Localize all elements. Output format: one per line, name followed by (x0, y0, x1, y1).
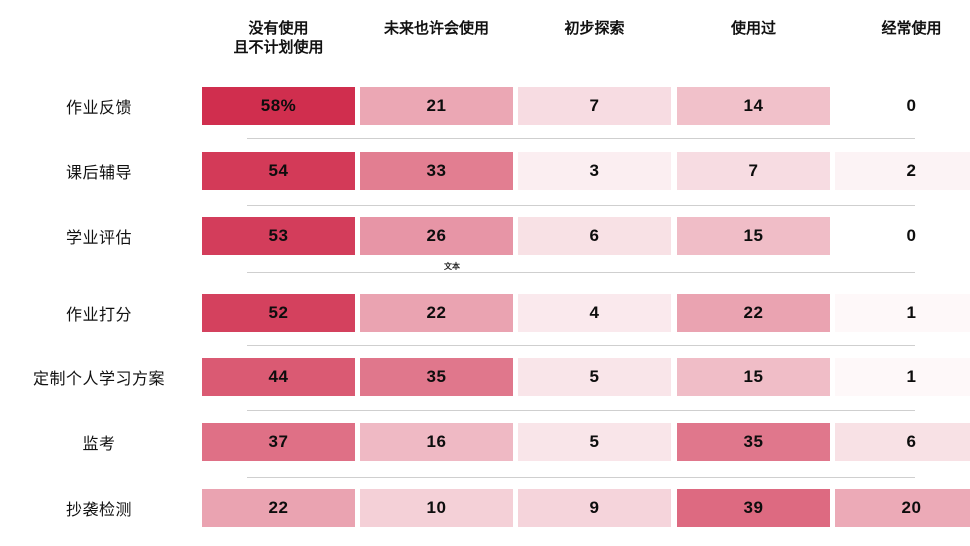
divider-annotation: 文本 (444, 262, 460, 271)
heatmap-cell: 21 (360, 87, 513, 125)
column-header-have-used: 使用过 (730, 20, 776, 37)
row-label: 学业评估 (65, 230, 132, 247)
column-header-frequent-use: 经常使用 (881, 20, 942, 37)
row-divider (247, 345, 915, 346)
row-label: 作业反馈 (65, 100, 132, 117)
heatmap-cell: 54 (202, 152, 355, 190)
row-label: 作业打分 (65, 307, 132, 324)
heatmap-cell: 10 (360, 489, 513, 527)
heatmap-cell: 0 (835, 87, 970, 125)
heatmap-cell: 53 (202, 217, 355, 255)
heatmap-cell: 20 (835, 489, 970, 527)
heatmap-cell: 7 (677, 152, 830, 190)
row-label: 抄袭检测 (65, 502, 132, 519)
row-divider (247, 477, 915, 478)
heatmap-cell: 15 (677, 217, 830, 255)
heatmap-cell: 14 (677, 87, 830, 125)
heatmap-cell: 39 (677, 489, 830, 527)
heatmap-cell: 58% (202, 87, 355, 125)
heatmap-cell: 52 (202, 294, 355, 332)
heatmap-cell: 22 (360, 294, 513, 332)
column-header-never-use: 没有使用 且不计划使用 (233, 20, 324, 56)
heatmap-cell: 6 (835, 423, 970, 461)
column-header-maybe-future: 未来也许会使用 (383, 20, 489, 37)
heatmap-cell: 22 (202, 489, 355, 527)
row-label: 课后辅导 (65, 165, 132, 182)
column-header-initial-exploration: 初步探索 (564, 20, 625, 37)
heatmap-cell: 7 (518, 87, 671, 125)
heatmap-cell: 26 (360, 217, 513, 255)
row-label: 监考 (82, 436, 116, 453)
heatmap-cell: 44 (202, 358, 355, 396)
heatmap-cell: 6 (518, 217, 671, 255)
heatmap-cell: 2 (835, 152, 970, 190)
heatmap-cell: 35 (677, 423, 830, 461)
heatmap-cell: 5 (518, 358, 671, 396)
row-divider (247, 205, 915, 206)
heatmap-cell: 9 (518, 489, 671, 527)
heatmap-cell: 37 (202, 423, 355, 461)
row-label: 定制个人学习方案 (32, 371, 165, 388)
heatmap-cell: 16 (360, 423, 513, 461)
heatmap-cell: 35 (360, 358, 513, 396)
heatmap-cell: 15 (677, 358, 830, 396)
row-divider (247, 272, 915, 273)
heatmap-cell: 33 (360, 152, 513, 190)
heatmap-cell: 1 (835, 294, 970, 332)
heatmap-cell: 1 (835, 358, 970, 396)
heatmap-cell: 3 (518, 152, 671, 190)
row-divider (247, 138, 915, 139)
heatmap-cell: 5 (518, 423, 671, 461)
heatmap-cell: 4 (518, 294, 671, 332)
heatmap-cell: 22 (677, 294, 830, 332)
row-divider (247, 410, 915, 411)
heatmap-cell: 0 (835, 217, 970, 255)
